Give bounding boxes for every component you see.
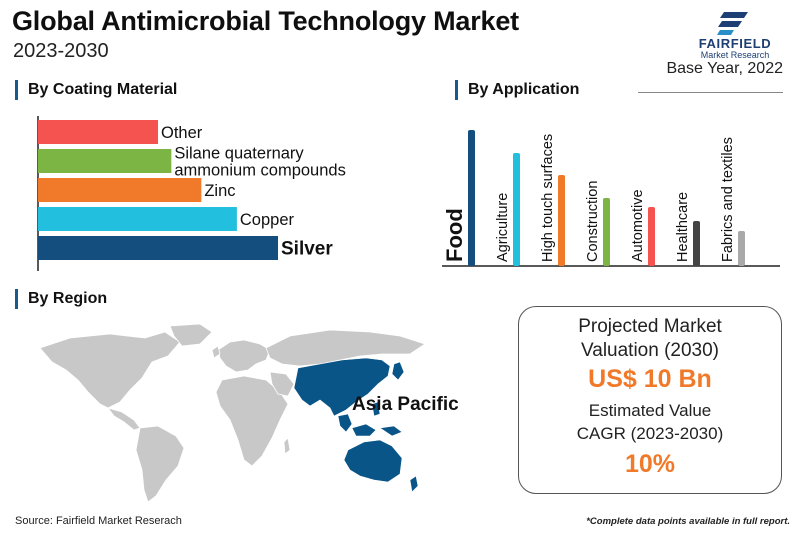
cagr-label-line1: Estimated Value — [588, 401, 712, 420]
coating-bar-silver — [38, 236, 278, 260]
coating-bar-zinc — [38, 178, 202, 202]
application-label-high-touch-surfaces: High touch surfaces — [540, 134, 556, 262]
section-coating-material: By Coating Material — [15, 80, 177, 100]
base-year-divider — [638, 92, 783, 93]
region-map: Asia Pacific — [39, 323, 459, 503]
land-north-america — [39, 331, 181, 409]
logo-subtitle: Market Research — [700, 50, 770, 60]
application-label-healthcare: Healthcare — [675, 192, 691, 262]
land-new-zealand — [409, 475, 419, 493]
coating-material-chart: Other Silane quaternary ammonium compounds… — [37, 116, 346, 271]
land-south-america — [135, 425, 185, 503]
land-central-america — [106, 407, 141, 431]
map-land — [39, 323, 426, 503]
valuation-card: Projected Market Valuation (2030) US$ 10… — [518, 306, 782, 494]
application-chart: Food Agriculture High touch surfaces Constr… — [442, 130, 780, 267]
coating-bar-copper — [38, 207, 237, 231]
application-bar-agriculture — [513, 153, 520, 266]
page-subtitle: 2023-2030 — [13, 40, 109, 62]
land-madagascar — [283, 437, 291, 455]
section-region: By Region — [15, 289, 107, 309]
land-uk — [211, 345, 221, 359]
footnote: *Complete data points available in full … — [586, 516, 790, 527]
cagr-label: Estimated Value CAGR (2023-2030) — [519, 399, 781, 445]
land-southeast-asia — [337, 413, 353, 433]
projected-valuation-label: Projected Market Valuation (2030) — [519, 315, 781, 363]
land-japan — [391, 361, 405, 381]
fairfield-logo: FAIRFIELD Market Research — [676, 8, 794, 60]
application-bar-construction — [603, 198, 610, 266]
coating-label-copper: Copper — [240, 211, 295, 229]
application-label-food: Food — [442, 208, 467, 262]
coating-label-silver: Silver — [281, 239, 333, 260]
application-label-agriculture: Agriculture — [495, 193, 511, 262]
land-asia-mainland — [293, 357, 391, 417]
coating-label-other: Other — [161, 124, 203, 142]
land-papua — [379, 425, 403, 437]
base-year: Base Year, 2022 — [666, 60, 783, 77]
land-africa — [215, 375, 289, 467]
coating-label-silane-quaternary-ammonium-compounds: Silane quaternary ammonium compounds — [174, 144, 345, 179]
source-note: Source: Fairfield Market Reserach — [15, 515, 182, 527]
land-russia — [265, 329, 426, 367]
application-bar-healthcare — [693, 221, 700, 266]
application-label-fabrics-and-textiles: Fabrics and textiles — [720, 137, 736, 262]
projected-label-line2: Valuation (2030) — [580, 340, 720, 361]
coating-label-zinc: Zinc — [204, 182, 235, 200]
land-greenland — [169, 323, 213, 347]
application-bar-high-touch-surfaces — [558, 175, 565, 266]
application-label-construction: Construction — [585, 181, 601, 262]
coating-bar-other — [38, 120, 158, 144]
region-highlight-label: Asia Pacific — [352, 394, 459, 415]
projected-label-line1: Projected Market — [578, 316, 722, 337]
cagr-value: 10% — [624, 450, 676, 478]
land-philippines — [371, 401, 381, 417]
application-bar-automotive — [648, 207, 655, 266]
land-europe — [217, 339, 271, 373]
coating-bar-silane-quaternary-ammonium-compounds — [38, 149, 172, 173]
application-label-automotive: Automotive — [630, 189, 646, 262]
fairfield-logo-mark-icon — [717, 12, 748, 35]
map-asia-pacific — [293, 357, 419, 493]
page-title: Global Antimicrobial Technology Market — [12, 6, 519, 36]
land-australia — [343, 439, 403, 483]
application-bar-fabrics-and-textiles — [738, 231, 745, 266]
cagr-label-line2: CAGR (2023-2030) — [576, 424, 724, 443]
land-indonesia — [351, 423, 377, 437]
application-bar-food — [468, 130, 475, 266]
logo-name: FAIRFIELD — [698, 36, 772, 51]
projected-valuation-value: US$ 10 Bn — [588, 365, 712, 393]
section-application: By Application — [455, 80, 579, 100]
land-middle-east — [269, 371, 295, 397]
